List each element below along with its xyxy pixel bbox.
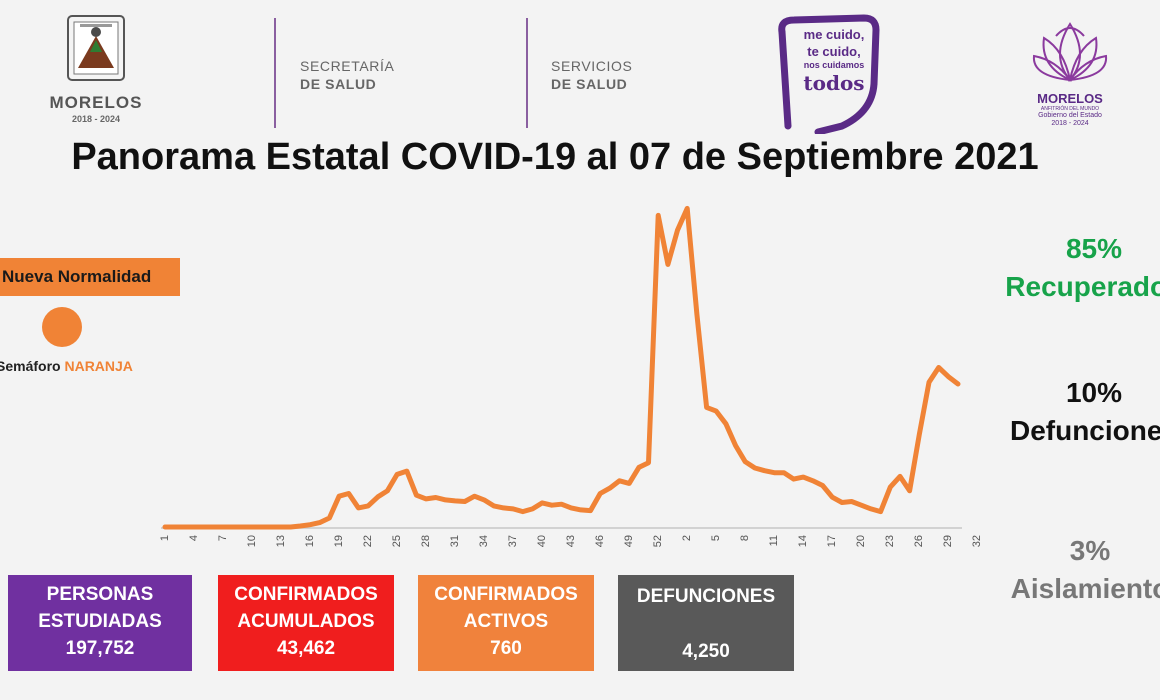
gov-logo-years: 2018 - 2024: [1051, 120, 1089, 127]
box-personas-estudiadas: PERSONAS ESTUDIADAS 197,752: [8, 575, 192, 671]
campaign-line3: nos cuidamos: [803, 60, 865, 70]
box-acumulados-line2: ACUMULADOS: [237, 611, 375, 632]
box-acumulados-line1: CONFIRMADOS: [234, 584, 378, 605]
x-tick-label: 19: [333, 535, 345, 547]
x-tick-label: 13: [275, 535, 287, 547]
campaign-logo: me cuido, te cuido, nos cuidamos todos: [772, 14, 880, 134]
servicios-label: SERVICIOS DE SALUD: [551, 57, 632, 93]
header-divider: [274, 18, 276, 128]
morelos-logo: MORELOS 2018 - 2024: [44, 14, 148, 132]
stat-recuperados-value: 85%: [1065, 233, 1123, 264]
x-tick-label: 29: [942, 535, 954, 547]
x-tick-label: 46: [594, 535, 606, 547]
morelos-logo-name: MORELOS: [49, 93, 143, 112]
x-tick-label: 32: [971, 535, 980, 547]
gov-logo-subtitle: ANFITRIÓN DEL MUNDO: [1040, 106, 1100, 112]
x-tick-label: 14: [797, 535, 809, 547]
x-tick-label: 26: [913, 535, 925, 547]
box-estudiadas-value: 197,752: [65, 638, 135, 659]
traffic-light-dot-icon: [42, 307, 82, 347]
x-tick-label: 43: [565, 535, 577, 547]
campaign-frame-icon: [778, 14, 880, 134]
box-acumulados-value: 43,462: [276, 638, 336, 659]
stat-defunciones: 10% Defunciones: [994, 374, 1160, 450]
servicios-line2: DE SALUD: [551, 76, 628, 92]
secretaria-line2: DE SALUD: [300, 76, 377, 92]
box-estudiadas-line1: PERSONAS: [46, 584, 154, 605]
x-tick-label: 23: [884, 535, 896, 547]
stat-aislamiento-value: 3%: [1069, 535, 1111, 566]
phase-badge: Nueva Normalidad: [0, 258, 180, 296]
morelos-logo-years: 2018 - 2024: [71, 114, 121, 124]
campaign-line2: te cuido,: [807, 44, 861, 59]
lotus-icon: [1032, 22, 1108, 82]
x-tick-label: 5: [710, 535, 722, 541]
stat-aislamiento-label: Aislamiento: [1010, 573, 1160, 604]
campaign-text: me cuido, te cuido, nos cuidamos todos: [794, 26, 874, 95]
box-confirmados-activos: CONFIRMADOS ACTIVOS 760: [418, 575, 594, 671]
semaforo-label: Semáforo NARANJA: [0, 358, 133, 374]
x-tick-label: 4: [188, 535, 200, 541]
semaforo-text: Semáforo: [0, 358, 61, 374]
semaforo-color-name: NARANJA: [64, 358, 133, 374]
stat-aislamiento: 3% Aislamiento: [960, 532, 1160, 608]
box-defunciones-line1: DEFUNCIONES: [636, 586, 776, 607]
x-tick-label: 37: [507, 535, 519, 547]
box-confirmados-acumulados: CONFIRMADOS ACUMULADOS 43,462: [218, 575, 394, 671]
box-activos-value: 760: [490, 638, 522, 659]
x-tick-label: 8: [739, 535, 751, 541]
x-tick-label: 31: [449, 535, 461, 547]
x-tick-label: 34: [478, 535, 490, 547]
campaign-line4: todos: [803, 71, 865, 95]
x-tick-label: 28: [420, 535, 432, 547]
x-tick-label: 2: [681, 535, 693, 541]
box-activos-line1: CONFIRMADOS: [434, 584, 578, 605]
x-tick-label: 40: [536, 535, 548, 547]
box-defunciones-value: 4,250: [682, 641, 730, 662]
stat-defunciones-label: Defunciones: [1009, 415, 1160, 446]
x-tick-label: 16: [304, 535, 316, 547]
gov-logo: MORELOS ANFITRIÓN DEL MUNDO Gobierno del…: [1022, 16, 1118, 134]
coat-of-arms-icon: [67, 15, 125, 81]
gov-logo-gov-line: Gobierno del Estado: [1038, 112, 1102, 119]
box-defunciones: DEFUNCIONES 4,250: [618, 575, 794, 671]
x-tick-label: 17: [826, 535, 838, 547]
series-line: [162, 205, 961, 530]
x-axis-ticks: 1 4 7 10 13 16 19 22 25 28 31 34 37 40 43 46 49 52 2 5 8 11 14…: [159, 535, 980, 547]
x-tick-label: 52: [652, 535, 664, 547]
cases-line-chart: 1 4 7 10 13 16 19 22 25 28 31 34 37 40 43 46 49 52 2 5 8 11 14…: [159, 205, 980, 547]
x-tick-label: 25: [391, 535, 403, 547]
x-tick-label: 10: [246, 535, 258, 547]
servicios-line1: SERVICIOS: [551, 58, 633, 74]
x-tick-label: 1: [159, 535, 171, 541]
x-tick-label: 11: [768, 535, 780, 546]
header-divider: [526, 18, 528, 128]
campaign-line1: me cuido,: [803, 27, 865, 42]
x-tick-label: 22: [362, 535, 374, 547]
stat-recuperados: 85% Recuperados: [994, 230, 1160, 306]
secretaria-line1: SECRETARÍA: [300, 58, 395, 74]
stat-defunciones-value: 10%: [1065, 377, 1123, 408]
box-estudiadas-line2: ESTUDIADAS: [38, 611, 162, 632]
gov-logo-name: MORELOS: [1037, 91, 1103, 106]
x-tick-label: 20: [855, 535, 867, 547]
stat-recuperados-label: Recuperados: [1005, 271, 1160, 302]
x-tick-label: 7: [217, 535, 229, 541]
box-activos-line2: ACTIVOS: [463, 611, 549, 632]
secretaria-label: SECRETARÍA DE SALUD: [300, 57, 394, 93]
x-tick-label: 49: [623, 535, 635, 547]
page-title: Panorama Estatal COVID-19 al 07 de Septi…: [71, 136, 1039, 178]
